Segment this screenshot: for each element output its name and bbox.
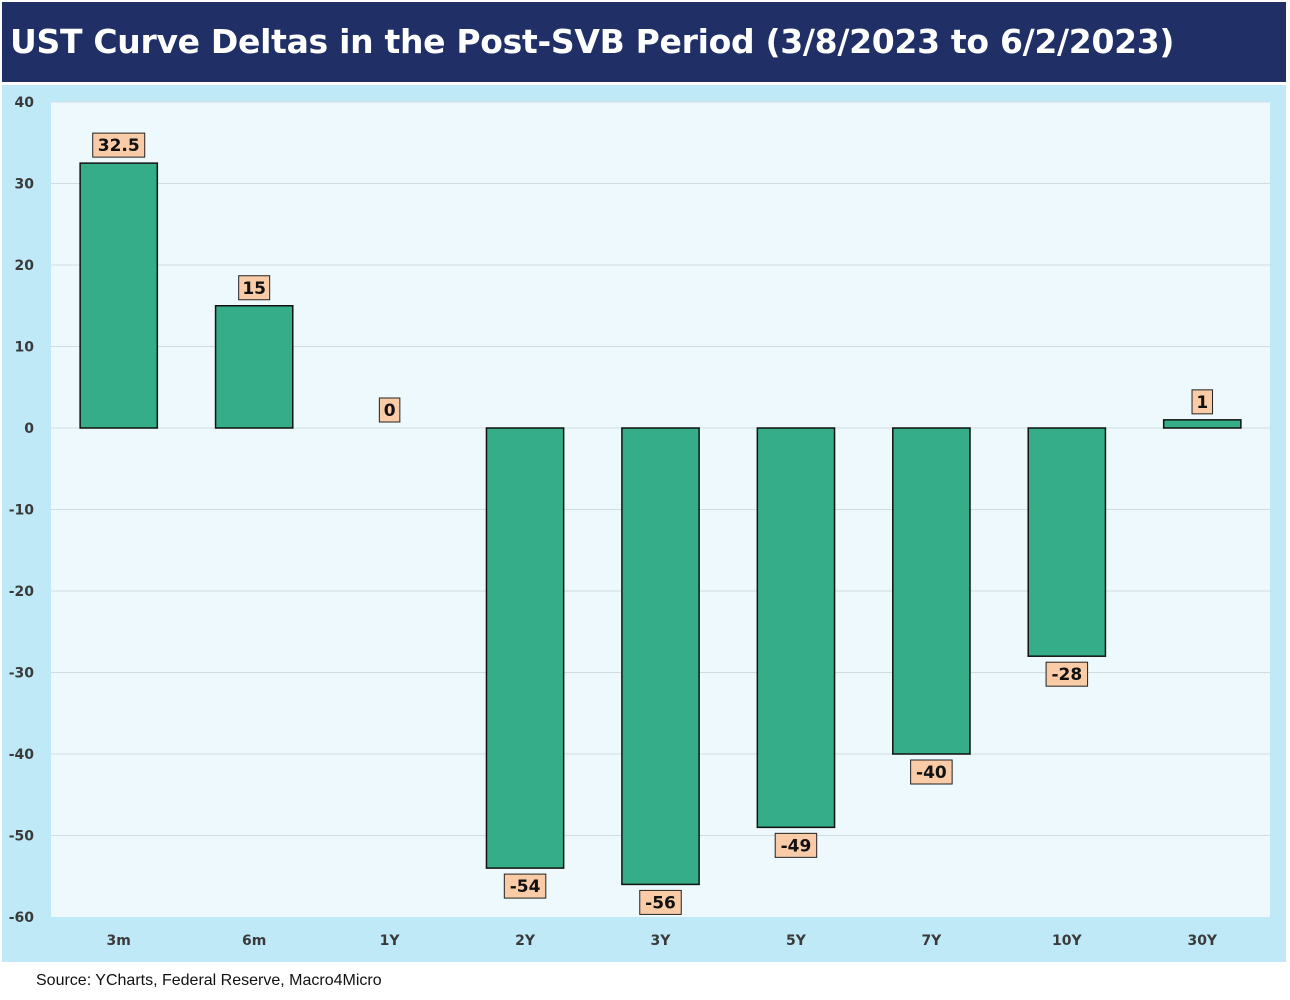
data-label-box-3y: [639, 889, 682, 915]
bars: [79, 162, 1242, 886]
y-axis-ticks: 40 30 20 10 0 -10 -20 -30 -40 -50 -60: [9, 95, 35, 926]
data-label-10y: -28: [1051, 665, 1082, 685]
bar-7y: [892, 427, 971, 755]
y-tick-label: -40: [9, 747, 35, 763]
chart-area: 40 30 20 10 0 -10 -20 -30 -40 -50 -60 3m 6m 1Y 2Y 3Y 5Y…: [2, 85, 1286, 962]
x-tick-label-1y: 1Y: [380, 933, 401, 949]
x-tick-label-3m: 3m: [107, 933, 131, 949]
y-tick-label: -50: [9, 829, 35, 845]
data-label-7y: -40: [916, 763, 947, 783]
x-tick-label-7y: 7Y: [921, 933, 942, 949]
bar-5y: [756, 427, 836, 829]
x-tick-label-5y: 5Y: [786, 933, 807, 949]
data-label-3m: 32.5: [98, 136, 140, 156]
x-tick-label-3y: 3Y: [651, 933, 672, 949]
y-tick-label: -10: [9, 503, 35, 519]
data-label-box-10y: [1045, 661, 1089, 687]
y-tick-label: 10: [15, 340, 35, 356]
bar-30y: [1162, 419, 1242, 429]
data-label-box-3m: [92, 132, 146, 158]
bar-2y: [485, 427, 565, 869]
data-label-box-2y: [503, 873, 547, 899]
data-label-30y: 1: [1196, 393, 1208, 413]
x-tick-label-10y: 10Y: [1052, 933, 1082, 949]
bar-10y: [1027, 427, 1107, 657]
data-label-box-7y: [910, 759, 953, 785]
data-label-box-1y: [378, 397, 401, 423]
y-tick-label: 30: [15, 177, 35, 193]
data-label-box-6m: [238, 275, 271, 301]
data-label-5y: -49: [781, 836, 812, 856]
bar-6m: [214, 305, 294, 429]
y-tick-label: 40: [15, 95, 35, 111]
chart-title: UST Curve Deltas in the Post-SVB Period …: [2, 2, 1286, 82]
y-tick-label: 20: [15, 258, 35, 274]
x-tick-label-6m: 6m: [242, 933, 266, 949]
data-labels: 32.5 15 0 -54 -56 -49 -40 -28 1: [92, 132, 1214, 915]
data-label-3y: -56: [645, 893, 676, 913]
data-label-2y: -54: [510, 877, 541, 897]
x-tick-label-30y: 30Y: [1187, 933, 1217, 949]
bar-3y: [621, 427, 700, 886]
y-tick-label: -60: [9, 910, 35, 926]
y-tick-label: 0: [24, 421, 34, 437]
data-label-box-5y: [774, 832, 818, 858]
source-note: Source: YCharts, Federal Reserve, Macro4…: [36, 972, 382, 989]
data-label-1y: 0: [384, 401, 396, 421]
x-axis-ticks: 3m 6m 1Y 2Y 3Y 5Y 7Y 10Y 30Y: [107, 933, 1218, 949]
data-label-box-30y: [1191, 389, 1214, 415]
y-tick-label: -20: [9, 584, 35, 600]
bar-3m: [79, 162, 159, 429]
y-tick-label: -30: [9, 666, 35, 682]
data-label-6m: 15: [242, 279, 266, 299]
x-tick-label-2y: 2Y: [515, 933, 536, 949]
